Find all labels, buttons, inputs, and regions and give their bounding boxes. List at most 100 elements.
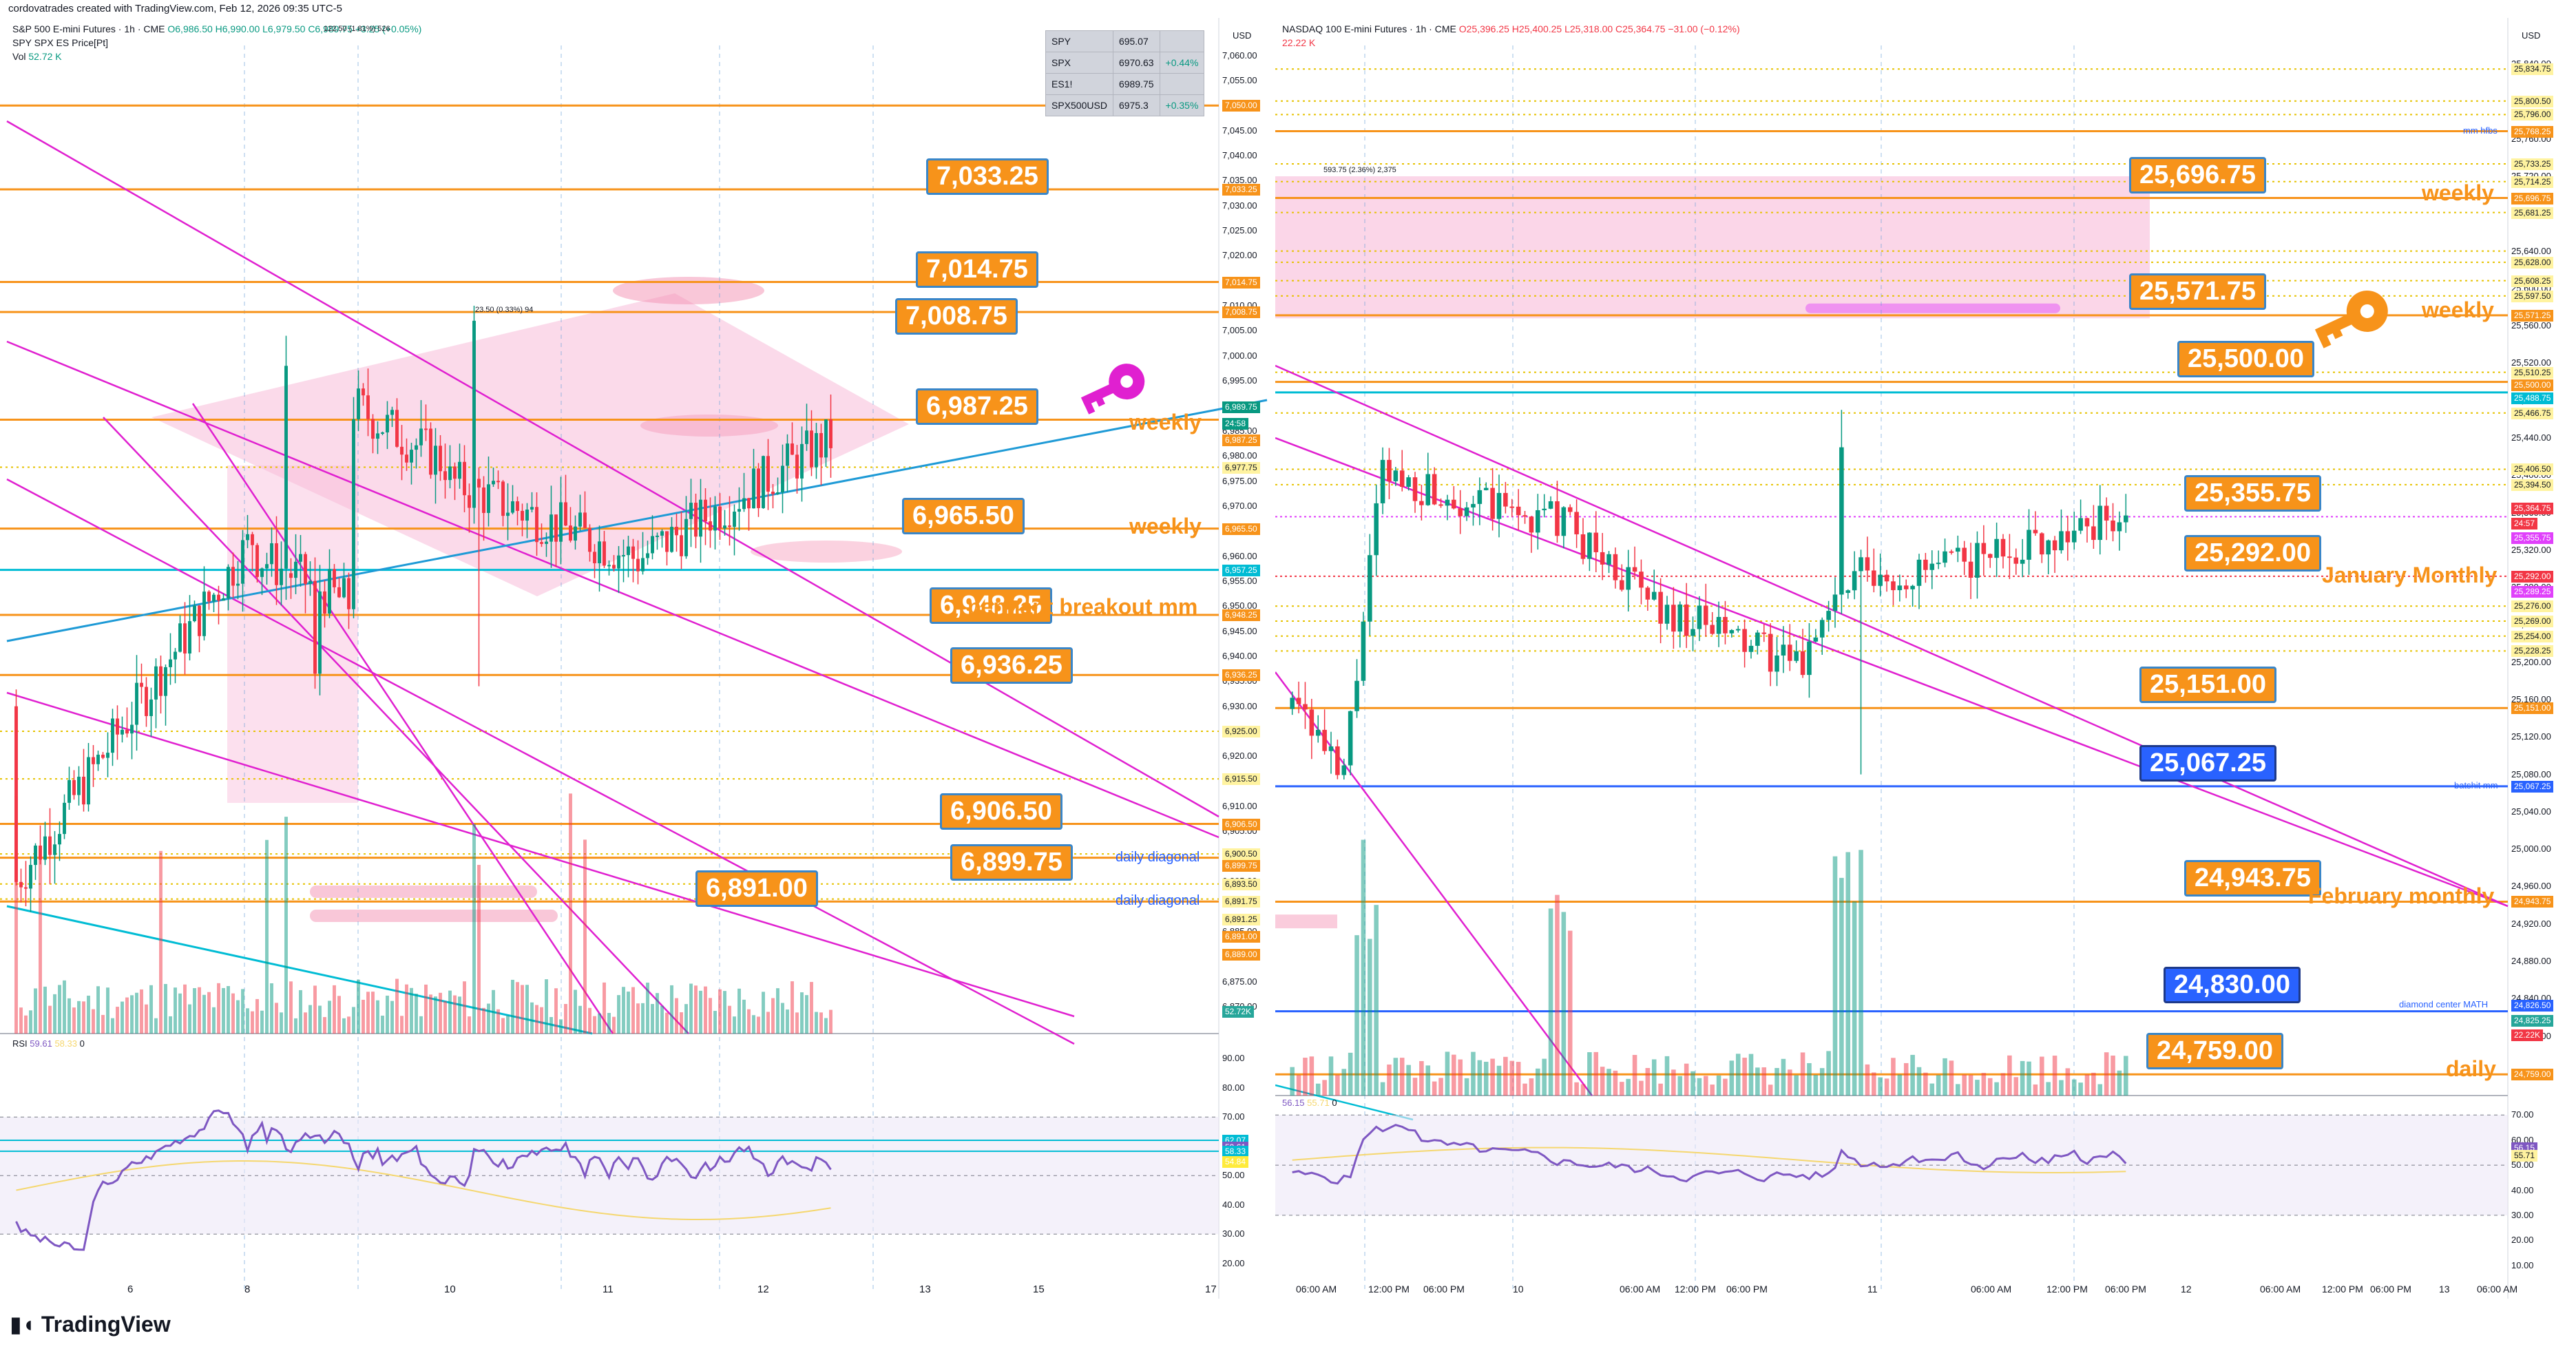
nq-volume-bar [1878, 1077, 1883, 1096]
nq-volume-bar [2097, 1084, 2103, 1096]
nq-price-tick: 25,200.00 [2511, 656, 2551, 667]
es-candle [63, 802, 66, 835]
es-volume-bar [684, 1004, 688, 1034]
es-candle [728, 525, 731, 527]
es-volume-bar [718, 989, 722, 1034]
es-volume-bar [419, 1016, 423, 1034]
nq-volume-bar [1813, 1075, 1819, 1096]
nq-candle [1613, 554, 1618, 580]
nq-volume-bar [1483, 1061, 1489, 1096]
es-volume-bar [154, 1018, 158, 1034]
nq-price-tag: 25,796.00 [2511, 109, 2554, 121]
nq-volume-bar [2007, 1055, 2012, 1096]
es-chart-panel[interactable]: S&P 500 E-mini Futures · 1h · CME O6,986… [0, 18, 1270, 1299]
nq-volume-bar [1968, 1075, 1973, 1096]
es-level-box: 6,965.50 [902, 497, 1025, 534]
es-volume-bar [198, 987, 201, 1034]
es-volume-bar [410, 987, 413, 1034]
nq-volume-bar [1574, 1082, 1579, 1096]
nq-candle [1620, 580, 1624, 590]
nq-volume-bar [1651, 1059, 1657, 1096]
es-candle [487, 484, 490, 513]
es-rsi-name: RSI [12, 1038, 28, 1049]
nq-volume-bar [1315, 1083, 1321, 1096]
es-price-tick: 7,040.00 [1222, 149, 1257, 160]
es-volume-bar [487, 1003, 490, 1034]
nq-candle [1651, 591, 1657, 600]
es-volume-bar [29, 1010, 32, 1034]
es-candle [395, 410, 399, 447]
es-level-box: 6,906.50 [940, 793, 1062, 830]
nq-volume-bar [1399, 1058, 1405, 1096]
es-volume-bar [781, 1003, 784, 1034]
es-volume-bar [501, 1018, 505, 1034]
tradingview-logo[interactable]: ▮◖ TradingView [10, 1311, 171, 1337]
nq-volume-bar [1729, 1060, 1735, 1096]
nq-volume-bar [1606, 1069, 1611, 1096]
nq-chart-canvas[interactable] [1275, 18, 2576, 1299]
es-title: S&P 500 E-mini Futures · 1h · CME [12, 23, 165, 34]
es-candle [222, 598, 225, 601]
es-candle [386, 415, 389, 432]
es-candle [366, 395, 370, 419]
es-volume-bar [362, 999, 365, 1034]
nq-candle [1542, 508, 1547, 510]
es-price-tag: 6,906.50 [1222, 818, 1260, 830]
nq-time-tick: 06:00 PM [2105, 1284, 2146, 1295]
nq-volume-bar [1800, 1052, 1805, 1096]
es-candle [583, 512, 587, 528]
es-volume-bar [328, 1001, 331, 1034]
es-volume-bar [265, 839, 269, 1034]
nq-weekly-tag-2: weekly [2422, 297, 2494, 322]
es-candle [704, 499, 707, 522]
es-price-tag: 6,977.75 [1222, 461, 1260, 474]
es-time-tick: 8 [244, 1284, 251, 1295]
nq-volume-bar [1981, 1073, 1987, 1096]
es-volume-bar [733, 1016, 736, 1034]
nq-price-tick: 25,320.00 [2511, 544, 2551, 555]
es-candle [559, 502, 563, 542]
es-candle [757, 468, 760, 508]
nq-candle [1368, 555, 1372, 622]
es-candle [598, 541, 601, 563]
nq-candle [1452, 499, 1456, 509]
nq-volume-bar [1477, 1060, 1483, 1096]
es-candle [733, 512, 736, 527]
es-price-tag: 6,965.50 [1222, 523, 1260, 535]
es-volume-bar [92, 1009, 95, 1034]
es-chart-canvas[interactable] [0, 18, 1270, 1299]
es-volume-bar [819, 1012, 823, 1034]
nq-volume-bar [1690, 1071, 1695, 1096]
es-volume-bar [742, 999, 746, 1034]
nq-chart-panel[interactable]: NASDAQ 100 E-mini Futures · 1h · CME O25… [1275, 18, 2576, 1299]
nq-price-tick: 25,640.00 [2511, 245, 2551, 256]
es-volume-bar [135, 992, 138, 1034]
nq-volume-bar [1380, 1082, 1385, 1096]
es-price-tick: 6,995.00 [1222, 375, 1257, 386]
nq-rsi-line [1292, 1124, 2127, 1185]
es-volume-bar [174, 987, 177, 1034]
nq-candle [1923, 559, 1928, 570]
es-price-tick: 7,025.00 [1222, 225, 1257, 235]
es-candle [622, 555, 625, 557]
nq-time-tick: 06:00 PM [2370, 1284, 2411, 1295]
nq-time-tick: 11 [1867, 1284, 1878, 1295]
es-level-box: 6,891.00 [695, 870, 818, 908]
nq-price-tag: 25,834.75 [2511, 63, 2554, 76]
es-volume-bar [337, 996, 341, 1034]
es-volume-bar [709, 998, 712, 1034]
nq-volume-bar [1419, 1060, 1424, 1096]
es-candle [337, 587, 341, 598]
es-candle [145, 687, 148, 716]
nq-candle [1419, 501, 1424, 505]
es-candle [718, 506, 722, 529]
nq-level-box: 24,759.00 [2146, 1033, 2284, 1070]
es-volume-bar [545, 979, 548, 1034]
nq-volume-bar [1735, 1054, 1741, 1096]
ticker-row: SPX500USD 6975.3 +0.35% [1045, 94, 1205, 116]
nq-candle [1968, 561, 1973, 578]
es-volume-bar [549, 1017, 553, 1034]
es-volume-bar [810, 982, 813, 1034]
es-rsi-tick: 90.00 [1222, 1053, 1245, 1064]
nq-time-tick: 13 [2439, 1284, 2450, 1295]
